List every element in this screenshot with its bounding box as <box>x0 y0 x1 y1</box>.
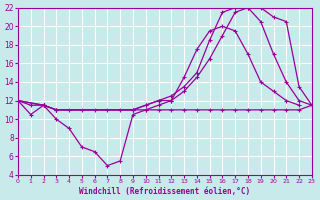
X-axis label: Windchill (Refroidissement éolien,°C): Windchill (Refroidissement éolien,°C) <box>79 187 251 196</box>
